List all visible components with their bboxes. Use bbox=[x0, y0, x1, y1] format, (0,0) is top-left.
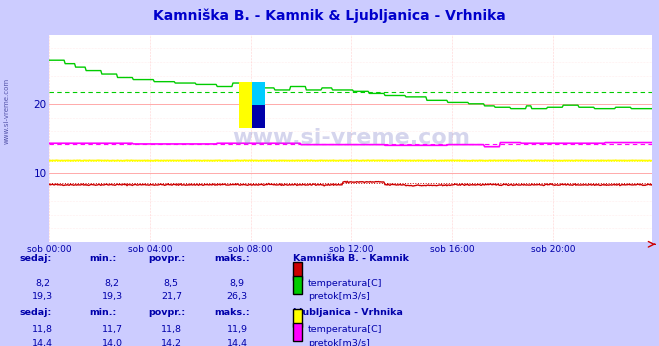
Text: temperatura[C]: temperatura[C] bbox=[308, 279, 382, 288]
Text: 11,8: 11,8 bbox=[161, 325, 182, 334]
Text: maks.:: maks.: bbox=[214, 308, 250, 317]
Text: sedaj:: sedaj: bbox=[20, 254, 52, 263]
Text: pretok[m3/s]: pretok[m3/s] bbox=[308, 339, 370, 346]
Text: sedaj:: sedaj: bbox=[20, 308, 52, 317]
Text: Ljubljanica - Vrhnika: Ljubljanica - Vrhnika bbox=[293, 308, 403, 317]
Text: 8,2: 8,2 bbox=[36, 279, 50, 288]
Text: 11,9: 11,9 bbox=[227, 325, 248, 334]
Text: 19,3: 19,3 bbox=[32, 292, 53, 301]
Text: 8,2: 8,2 bbox=[105, 279, 119, 288]
Text: min.:: min.: bbox=[89, 308, 116, 317]
Text: 8,5: 8,5 bbox=[164, 279, 179, 288]
Polygon shape bbox=[252, 105, 265, 128]
Text: 14,2: 14,2 bbox=[161, 339, 182, 346]
Text: min.:: min.: bbox=[89, 254, 116, 263]
Text: 14,4: 14,4 bbox=[227, 339, 248, 346]
Text: 19,3: 19,3 bbox=[101, 292, 123, 301]
Text: 21,7: 21,7 bbox=[161, 292, 182, 301]
Polygon shape bbox=[239, 82, 252, 128]
Text: 14,4: 14,4 bbox=[32, 339, 53, 346]
Text: 8,9: 8,9 bbox=[230, 279, 244, 288]
Text: 11,8: 11,8 bbox=[32, 325, 53, 334]
Text: www.si-vreme.com: www.si-vreme.com bbox=[3, 78, 9, 144]
Text: 11,7: 11,7 bbox=[101, 325, 123, 334]
Text: maks.:: maks.: bbox=[214, 254, 250, 263]
Text: Kamniška B. - Kamnik & Ljubljanica - Vrhnika: Kamniška B. - Kamnik & Ljubljanica - Vrh… bbox=[153, 9, 506, 23]
Text: Kamniška B. - Kamnik: Kamniška B. - Kamnik bbox=[293, 254, 409, 263]
Text: pretok[m3/s]: pretok[m3/s] bbox=[308, 292, 370, 301]
Text: 26,3: 26,3 bbox=[227, 292, 248, 301]
Text: povpr.:: povpr.: bbox=[148, 254, 185, 263]
Text: povpr.:: povpr.: bbox=[148, 308, 185, 317]
Polygon shape bbox=[252, 82, 265, 105]
Text: 14,0: 14,0 bbox=[101, 339, 123, 346]
Text: temperatura[C]: temperatura[C] bbox=[308, 325, 382, 334]
Text: www.si-vreme.com: www.si-vreme.com bbox=[232, 128, 470, 148]
